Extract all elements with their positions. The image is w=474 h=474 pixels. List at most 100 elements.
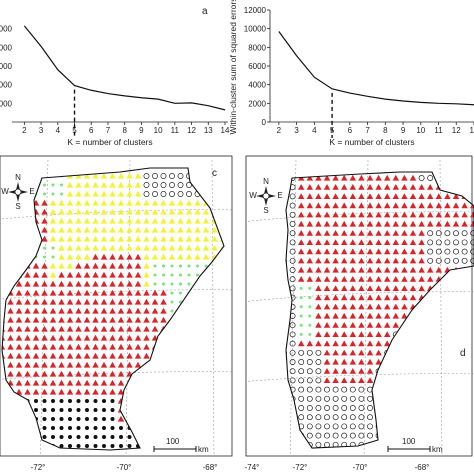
map-point-d xyxy=(315,395,322,402)
map-point-c xyxy=(143,334,150,341)
map-point-c xyxy=(177,191,184,197)
map-point-d xyxy=(306,202,313,209)
map-point-d xyxy=(341,395,348,402)
map-point-c xyxy=(126,253,133,260)
map-point-d xyxy=(470,239,474,246)
map-point-c xyxy=(32,289,40,296)
map-point-c xyxy=(49,271,57,278)
map-point-c xyxy=(194,235,201,242)
map-point-c xyxy=(58,379,65,386)
x-axis-label-b: K = number of clusters xyxy=(329,137,414,147)
map-point-d xyxy=(435,248,442,255)
map-point-c xyxy=(75,325,82,332)
map-point-c xyxy=(117,379,125,386)
map-point-c xyxy=(152,191,158,197)
map-point-d xyxy=(367,423,373,430)
map-point-c xyxy=(202,253,210,260)
map-point-c xyxy=(41,235,48,242)
map-point-d xyxy=(289,257,296,264)
map-point-d xyxy=(349,184,356,190)
map-point-d xyxy=(299,286,303,290)
map-point-d xyxy=(315,386,322,393)
map-point-d xyxy=(323,322,331,328)
map-point-d xyxy=(324,386,330,393)
map-point-d xyxy=(289,248,296,255)
map-point-c xyxy=(177,253,184,260)
map-point-d xyxy=(308,305,312,309)
map-point-c xyxy=(117,415,125,422)
map-point-c xyxy=(24,352,31,359)
map-point-c xyxy=(75,217,82,224)
map-point-c xyxy=(143,253,150,260)
map-point-d xyxy=(358,303,365,310)
map-point-c xyxy=(83,199,91,206)
map-point-c xyxy=(83,280,91,287)
map-point-d xyxy=(375,331,382,337)
map-point-d xyxy=(349,211,356,218)
map-point-d xyxy=(332,340,339,347)
map-point-d xyxy=(315,414,322,421)
map-point-c xyxy=(83,298,91,305)
map-point-c xyxy=(170,291,174,295)
map-point-d xyxy=(332,322,339,328)
map-point-c xyxy=(160,182,167,188)
map-point-d xyxy=(418,193,425,199)
map-point-d xyxy=(298,248,305,255)
y-ticks-a: 2000 4000 6000 8000 10000 xyxy=(0,25,13,109)
map-point-d xyxy=(306,276,313,282)
map-point-d xyxy=(418,202,425,209)
map-point-c xyxy=(126,271,133,278)
map-point-d xyxy=(289,377,296,384)
map-point-d xyxy=(341,211,348,218)
map-point-c xyxy=(49,379,57,386)
map-point-d xyxy=(401,239,408,245)
map-point-c xyxy=(59,426,64,430)
map-point-c xyxy=(202,217,210,224)
map-point-d xyxy=(341,266,348,273)
map-point-d xyxy=(332,285,339,291)
map-frame-c xyxy=(0,155,233,457)
map-point-d xyxy=(392,211,399,218)
map-point-d xyxy=(366,193,374,199)
map-point-c xyxy=(109,181,116,188)
map-point-c xyxy=(49,325,57,332)
map-point-d xyxy=(341,405,348,411)
map-point-c xyxy=(51,183,55,187)
map-point-c xyxy=(110,444,115,448)
map-point-c xyxy=(134,325,142,332)
map-point-d xyxy=(392,202,399,209)
map-point-d xyxy=(409,230,417,236)
map-point-d xyxy=(375,248,382,255)
map-point-d xyxy=(384,285,391,291)
map-point-d xyxy=(298,340,305,347)
map-point-c xyxy=(51,399,55,403)
map-point-c xyxy=(83,352,91,359)
map-point-d xyxy=(384,257,391,264)
compass-c: N S W E xyxy=(1,173,34,211)
map-point-c xyxy=(41,334,48,341)
map-point-c xyxy=(100,361,108,368)
map-point-c xyxy=(92,253,99,260)
map-point-c xyxy=(179,282,182,286)
x-axis-label-a: K = number of clusters xyxy=(67,137,152,147)
map-point-d xyxy=(384,174,391,181)
map-point-d xyxy=(375,211,382,218)
x-tick-label: 7 xyxy=(365,126,370,135)
x-tick-label: 6 xyxy=(89,126,94,135)
map-point-d xyxy=(401,230,408,236)
map-point-c xyxy=(151,298,159,305)
map-point-d xyxy=(392,294,399,301)
map-point-d xyxy=(349,432,356,439)
map-point-c xyxy=(109,298,116,305)
map-point-d xyxy=(289,239,296,246)
map-point-c xyxy=(59,399,64,403)
map-point-d xyxy=(306,405,313,411)
map-point-c xyxy=(75,226,82,233)
map-point-d xyxy=(375,174,382,181)
map-point-d xyxy=(444,211,451,218)
map-point-d xyxy=(349,322,356,328)
map-point-c xyxy=(83,343,91,350)
map-point-d xyxy=(366,368,374,374)
map-point-c xyxy=(117,280,125,287)
